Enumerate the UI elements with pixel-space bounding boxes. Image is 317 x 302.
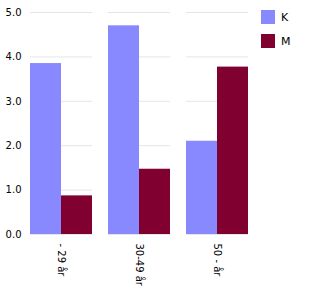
svg-text:50 - år: 50 - år <box>212 244 224 278</box>
html-text:K: K <box>281 10 289 24</box>
svg-text:5.0: 5.0 <box>6 7 22 18</box>
svg-text:4.0: 4.0 <box>6 51 22 62</box>
svg-text:1.0: 1.0 <box>6 184 22 195</box>
svg-text:3.0: 3.0 <box>6 96 22 107</box>
svg-text:- 29 år: - 29 år <box>56 244 68 278</box>
html-text:M: M <box>281 34 291 48</box>
svg-text:30-49 år: 30-49 år <box>134 244 146 287</box>
svg-text:2.0: 2.0 <box>6 140 22 151</box>
svg-text:0.0: 0.0 <box>6 229 22 240</box>
